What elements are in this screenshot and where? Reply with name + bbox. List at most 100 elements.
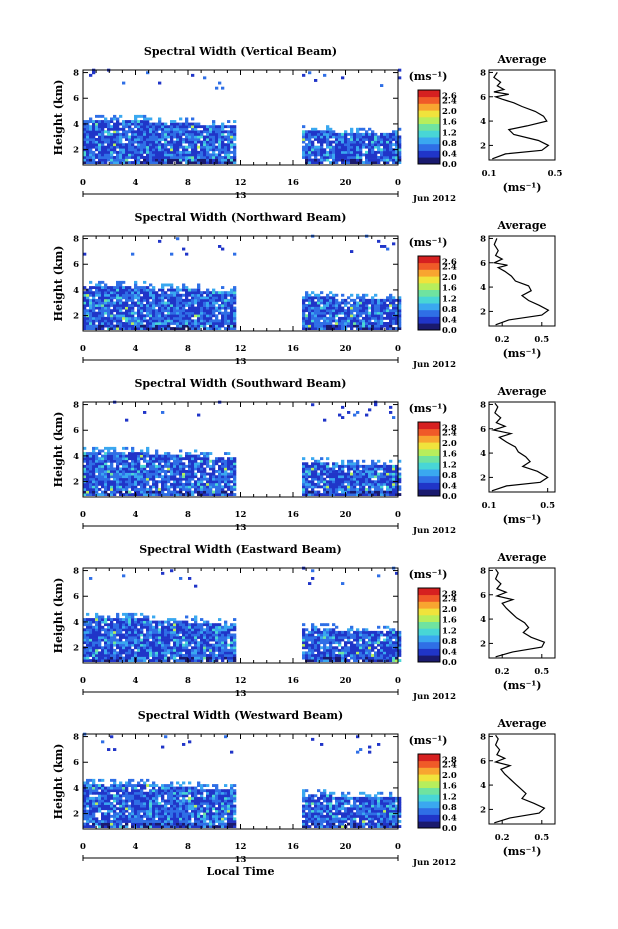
- heatmap-cell: [107, 319, 111, 323]
- heatmap-cell: [314, 153, 318, 157]
- heatmap-cell: [113, 324, 117, 328]
- heatmap-cell: [395, 130, 399, 134]
- heatmap-cell: [332, 482, 336, 486]
- heatmap-cell: [209, 316, 213, 320]
- heatmap-cell: [320, 477, 324, 481]
- heatmap-cell: [128, 125, 132, 129]
- heatmap-cell: [359, 322, 363, 325]
- heatmap-cell: [341, 462, 345, 466]
- heatmap-cell: [203, 636, 207, 639]
- heatmap-cell: [83, 648, 87, 652]
- colorbar-segment: [418, 309, 440, 317]
- heatmap-cell: [179, 319, 183, 323]
- heatmap-cell: [224, 490, 228, 494]
- heatmap-cell: [203, 296, 207, 300]
- heatmap-cell: [197, 304, 201, 307]
- heatmap-cell: [335, 472, 339, 476]
- heatmap-cell: [392, 309, 396, 313]
- colorbar-tick-label: 0.4: [442, 315, 457, 325]
- heatmap-cell: [335, 293, 339, 297]
- heatmap-cell: [176, 296, 180, 300]
- colorbar-tick-label: 2.4: [442, 429, 457, 439]
- heatmap-cell: [212, 480, 216, 484]
- heatmap-cell: [230, 311, 234, 315]
- heatmap-cell: [350, 143, 354, 147]
- heatmap-cell: [86, 648, 90, 652]
- heatmap-cell: [128, 493, 132, 496]
- heatmap-cell: [155, 324, 159, 328]
- heatmap-cell: [356, 654, 360, 657]
- heatmap-cell: [206, 477, 210, 481]
- heatmap-cell: [110, 638, 114, 642]
- heatmap-cell: [203, 76, 207, 80]
- heatmap-cell: [143, 477, 147, 481]
- heatmap-cell: [200, 633, 204, 637]
- heatmap-cell: [188, 319, 192, 323]
- heatmap-cell: [149, 462, 153, 466]
- heatmap-cell: [338, 327, 342, 330]
- heatmap-cell: [371, 161, 375, 164]
- heatmap-cell: [110, 452, 114, 455]
- heatmap-cell: [134, 485, 138, 489]
- heatmap-cell: [359, 475, 363, 479]
- heatmap-cell: [224, 291, 228, 295]
- heatmap-cell: [317, 309, 321, 313]
- heatmap-cell: [350, 311, 354, 315]
- heatmap-cell: [131, 488, 135, 491]
- heatmap-cell: [164, 638, 168, 642]
- x-tick-label: 0: [395, 510, 401, 520]
- heatmap-cell: [209, 452, 213, 455]
- heatmap-cell: [131, 636, 135, 639]
- heatmap-cell: [95, 120, 99, 123]
- heatmap-cell: [182, 327, 186, 330]
- heatmap-cell: [173, 457, 177, 461]
- heatmap-cell: [161, 130, 165, 134]
- heatmap-cell: [203, 324, 207, 328]
- heatmap-cell: [119, 319, 123, 323]
- x-tick-label: 20: [340, 344, 352, 354]
- heatmap-cell: [200, 472, 204, 476]
- heatmap-cell: [134, 138, 138, 141]
- heatmap-cell: [341, 648, 345, 652]
- heatmap-cell: [146, 138, 150, 141]
- heatmap-cell: [89, 638, 93, 642]
- heatmap-cell: [203, 161, 207, 164]
- heatmap-cell: [176, 327, 180, 330]
- heatmap-cell: [209, 480, 213, 484]
- heatmap-cell: [185, 633, 189, 637]
- heatmap-cell: [380, 84, 384, 87]
- heatmap-cell: [338, 475, 342, 479]
- heatmap-cell: [116, 120, 120, 123]
- heatmap-cell: [146, 482, 150, 486]
- heatmap-cell: [347, 636, 351, 639]
- heatmap-cell: [215, 477, 219, 481]
- heatmap-cell: [365, 324, 369, 328]
- heatmap-cell: [131, 638, 135, 642]
- heatmap-cell: [398, 322, 402, 325]
- heatmap-cell: [98, 288, 102, 292]
- heatmap-cell: [89, 286, 93, 289]
- heatmap-cell: [176, 143, 180, 147]
- heatmap-cell: [83, 309, 87, 313]
- heatmap-cell: [221, 286, 225, 289]
- heatmap-cell: [128, 659, 132, 662]
- heatmap-cell: [371, 462, 375, 466]
- heatmap-cell: [380, 138, 384, 141]
- heatmap-cell: [107, 648, 111, 652]
- heatmap-cell: [224, 125, 228, 129]
- heatmap-cell: [317, 314, 321, 318]
- heatmap-cell: [83, 482, 87, 486]
- heatmap-cell: [209, 140, 213, 144]
- heatmap-cell: [164, 648, 168, 652]
- heatmap-cell: [188, 130, 192, 134]
- heatmap-cell: [380, 477, 384, 481]
- heatmap-cell: [350, 485, 354, 489]
- heatmap-cell: [350, 656, 354, 660]
- heatmap-cell: [383, 316, 387, 320]
- heatmap-cell: [188, 316, 192, 320]
- heatmap-cell: [341, 480, 345, 484]
- heatmap-cell: [131, 291, 135, 295]
- heatmap-cell: [149, 324, 153, 328]
- heatmap-cell: [152, 298, 156, 302]
- heatmap-cell: [209, 638, 213, 642]
